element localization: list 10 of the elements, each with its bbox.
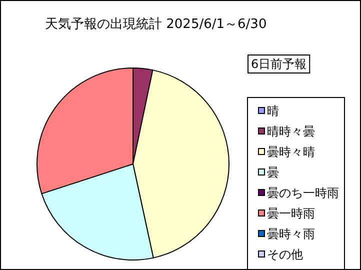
legend-label: 曇時々雨 <box>267 227 315 241</box>
legend-label: 曇時々晴 <box>267 145 315 159</box>
chart-title: 天気予報の出現統計 2025/6/1～6/30 <box>45 17 267 32</box>
legend-label: 曇一時雨 <box>267 206 315 220</box>
legend-label: 晴 <box>267 104 279 118</box>
legend-label: 晴時々曇 <box>267 124 315 138</box>
legend-label: その他 <box>267 248 303 262</box>
legend-label: 曇 <box>267 166 279 180</box>
legend-label: 曇のち一時雨 <box>267 186 339 200</box>
chart-subtitle: 6日前予報 <box>251 57 307 71</box>
